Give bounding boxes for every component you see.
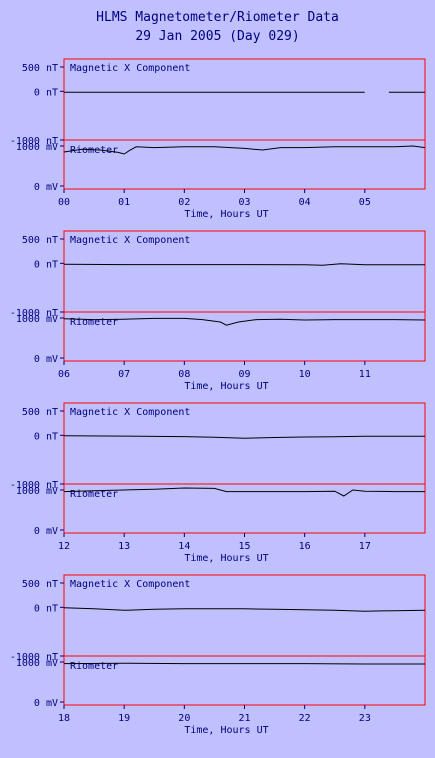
- panel-label-riometer: Riometer: [70, 145, 118, 156]
- y-tick-label: 0 mV: [34, 526, 58, 537]
- x-axis-label: Time, Hours UT: [184, 553, 268, 564]
- trace-riometer: [63, 487, 425, 497]
- y-tick-label: -1000 nT: [10, 652, 58, 663]
- x-tick-label: 04: [299, 197, 311, 208]
- panel-label-riometer: Riometer: [70, 317, 118, 328]
- y-tick-label: 0 mV: [34, 698, 58, 709]
- x-tick-label: 06: [58, 369, 70, 380]
- x-tick-label: 19: [118, 713, 130, 724]
- x-tick-label: 20: [178, 713, 190, 724]
- x-axis-label: Time, Hours UT: [184, 725, 268, 736]
- x-tick-label: 00: [58, 197, 70, 208]
- chart-title: HLMS Magnetometer/Riometer Data 29 Jan 2…: [0, 8, 435, 46]
- y-tick-label: 0 mV: [34, 354, 58, 365]
- x-tick-label: 07: [118, 369, 130, 380]
- x-axis-label: Time, Hours UT: [184, 209, 268, 220]
- x-tick-label: 05: [359, 197, 371, 208]
- trace-magnetic-x: [63, 263, 425, 266]
- trace-riometer: [63, 145, 426, 155]
- x-tick-label: 22: [299, 713, 311, 724]
- x-tick-label: 03: [238, 197, 250, 208]
- x-tick-label: 16: [299, 541, 311, 552]
- panel-label-magnetic: Magnetic X Component: [70, 63, 190, 74]
- x-tick-label: 14: [178, 541, 190, 552]
- x-axis-label: Time, Hours UT: [184, 381, 268, 392]
- x-tick-label: 09: [238, 369, 250, 380]
- y-tick-label: 0 mV: [34, 182, 58, 193]
- x-tick-label: 11: [359, 369, 371, 380]
- y-tick-label: 500 nT: [22, 235, 58, 246]
- trace-magnetic-x: [63, 607, 426, 612]
- panel-label-magnetic: Magnetic X Component: [70, 407, 190, 418]
- y-tick-label: 500 nT: [22, 579, 58, 590]
- y-tick-label: -1000 nT: [10, 480, 58, 491]
- y-tick-label: -1000 nT: [10, 308, 58, 319]
- y-tick-label: 1000 mV: [16, 314, 58, 325]
- x-tick-label: 15: [238, 541, 250, 552]
- x-tick-label: 17: [359, 541, 371, 552]
- y-tick-label: 500 nT: [22, 407, 58, 418]
- y-tick-label: 1000 mV: [16, 658, 58, 669]
- x-tick-label: 08: [178, 369, 190, 380]
- trace-riometer: [63, 662, 425, 665]
- x-tick-label: 23: [359, 713, 371, 724]
- chart-title-line2: 29 Jan 2005 (Day 029): [135, 29, 300, 44]
- trace-riometer: [63, 317, 426, 326]
- y-tick-label: 0 nT: [34, 431, 58, 442]
- y-tick-label: -1000 nT: [10, 136, 58, 147]
- y-tick-label: 0 nT: [34, 87, 58, 98]
- y-tick-label: 500 nT: [22, 63, 58, 74]
- panel-label-magnetic: Magnetic X Component: [70, 235, 190, 246]
- chart-title-line1: HLMS Magnetometer/Riometer Data: [96, 10, 339, 25]
- trace-magnetic-x: [63, 435, 425, 439]
- y-tick-label: 1000 mV: [16, 142, 58, 153]
- y-tick-label: 0 nT: [34, 259, 58, 270]
- x-tick-label: 13: [118, 541, 130, 552]
- x-tick-label: 12: [58, 541, 70, 552]
- y-tick-label: 1000 mV: [16, 486, 58, 497]
- x-tick-label: 01: [118, 197, 130, 208]
- panel-label-riometer: Riometer: [70, 661, 118, 672]
- x-tick-label: 02: [178, 197, 190, 208]
- panel-label-magnetic: Magnetic X Component: [70, 579, 190, 590]
- x-tick-label: 18: [58, 713, 70, 724]
- x-tick-label: 10: [299, 369, 311, 380]
- panel-label-riometer: Riometer: [70, 489, 118, 500]
- y-tick-label: 0 nT: [34, 603, 58, 614]
- x-tick-label: 21: [238, 713, 250, 724]
